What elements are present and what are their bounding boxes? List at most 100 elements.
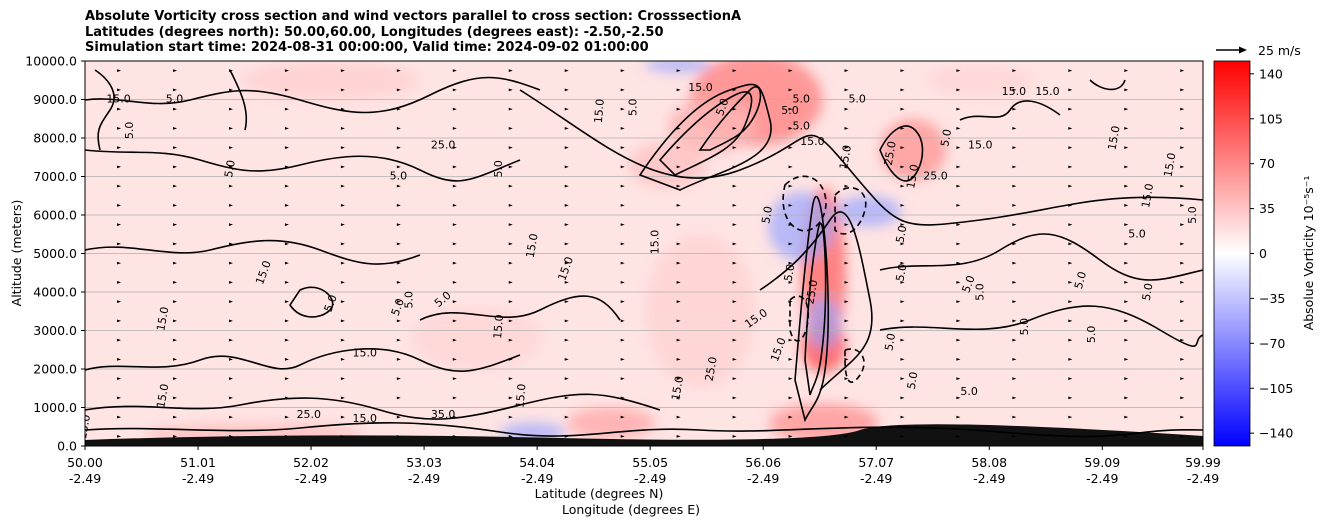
wind-vector-icon [340,165,345,169]
wind-vector-icon [396,203,401,207]
contour-label: 15.0 [1002,85,1027,98]
wind-vector-icon [1180,69,1185,73]
wind-vector-icon [452,126,457,130]
wind-vector-icon [676,184,681,188]
wind-vector-icon [284,69,289,73]
wind-vector-icon [620,165,625,169]
wind-vector-icon [284,88,289,92]
title-line-2: Latitudes (degrees north): 50.00,60.00, … [85,24,664,40]
wind-vector-icon [284,300,289,304]
contour-line [85,348,521,372]
contour-line [85,239,421,265]
y-tick-label: 3000.0 [33,323,77,338]
wind-vector-icon [956,319,961,323]
wind-vector-icon [732,126,737,130]
wind-vector-icon [508,280,513,284]
y-tick-label: 9000.0 [33,92,77,107]
y-tick-label: 10000.0 [25,54,77,69]
wind-vector-icon [788,319,793,323]
x-tick-label-latitude: 54.04 [519,455,555,470]
surface-terrain [85,424,1203,446]
wind-vector-icon [508,261,513,265]
field-blob [667,99,756,154]
wind-vector-icon [508,126,513,130]
colorbar-tick-label: −105 [1259,381,1293,396]
wind-vector-icon [900,434,905,438]
wind-vector-icon [676,107,681,111]
colorbar-tick-label: 35 [1259,201,1275,216]
wind-vector-icon [396,280,401,284]
wind-vector-icon [340,223,345,227]
wind-vector-icon [844,261,849,265]
wind-vector-icon [117,69,122,73]
negative-contour-line [844,348,865,383]
wind-vector-icon [900,203,905,207]
wind-vector-icon [1124,319,1129,323]
wind-vector-icon [564,261,569,265]
colorbar-tick-label: −35 [1259,291,1285,306]
contour-label: 15.0 [353,412,378,425]
wind-vector-icon [676,396,681,400]
y-tick-label: 0.0 [57,439,77,454]
wind-vector-icon [844,203,849,207]
contour-label: 5.0 [894,263,910,282]
contour-label: 15.0 [688,81,713,94]
wind-vector-icon [396,242,401,246]
title-line-3: Simulation start time: 2024-08-31 00:00:… [85,40,649,55]
wind-vector-icon [1012,184,1017,188]
wind-vector-icon [1012,261,1017,265]
wind-vector-icon [900,184,905,188]
wind-vector-icon [844,319,849,323]
wind-vector-icon [844,165,849,169]
contour-line [94,69,115,151]
wind-vector-icon [732,280,737,284]
wind-vector-icon [900,88,905,92]
wind-vector-icon [620,357,625,361]
wind-vector-icon [564,223,569,227]
wind-vector-icon [1068,377,1073,381]
wind-vector-icon [732,223,737,227]
contour-label: 15.0 [1139,182,1156,208]
wind-vector-icon [340,319,345,323]
wind-vector-icon [396,126,401,130]
wind-vector-icon [1124,184,1129,188]
contour-label: 15.0 [513,383,528,409]
wind-vector-icon [620,69,625,73]
wind-vector-icon [956,184,961,188]
wind-vector-icon [340,88,345,92]
wind-vector-icon [1012,357,1017,361]
contour-label: 5.0 [492,160,505,178]
wind-vector-icon [676,203,681,207]
wind-vector-icon [1068,415,1073,419]
wind-vector-icon [117,88,122,92]
wind-vector-icon [620,203,625,207]
field-blob [566,407,655,439]
wind-vector-icon [564,396,569,400]
wind-vector-icon [1124,223,1129,227]
wind-vector-icon [956,107,961,111]
contour-label: 15.0 [76,413,93,439]
wind-vector-icon [173,357,178,361]
wind-vector-icon [1124,146,1129,150]
colorbar-tick-label: −70 [1259,336,1285,351]
wind-vector-icon [676,146,681,150]
wind-vector-icon [1012,280,1017,284]
wind-vector-icon [228,223,233,227]
contour-label: 5.0 [123,122,136,140]
wind-vector-icon [284,184,289,188]
wind-vector-icon [900,357,905,361]
wind-vector-icon [788,261,793,265]
wind-vector-icon [228,242,233,246]
contour-line [85,76,541,114]
wind-vector-icon [508,338,513,342]
wind-vector-icon [956,242,961,246]
x-tick-label-longitude: -2.49 [747,471,779,486]
wind-vector-icon [1012,319,1017,323]
contour-line [879,125,924,182]
wind-vector-icon [228,184,233,188]
wind-vector-icon [1180,319,1185,323]
wind-vector-icon [340,300,345,304]
colorbar-ticks: 140 105 70 35 0 −35 −70 −105 −140 [1250,66,1293,441]
contour-label: 5.0 [960,385,978,398]
wind-vector-icon [396,165,401,169]
